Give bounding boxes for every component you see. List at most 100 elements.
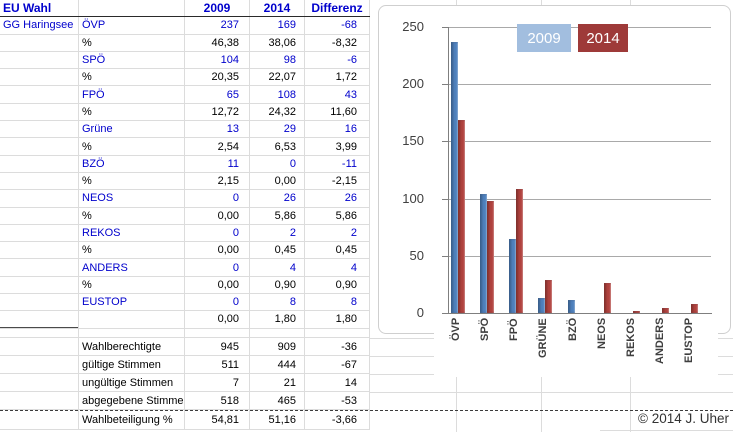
cell-a-row11[interactable] [0,207,79,224]
cell-e-row22[interactable]: -53 [305,392,370,410]
cell-e-row5[interactable]: 11,60 [305,103,370,121]
cell-c-row4[interactable]: 65 [185,86,250,103]
cell-e-row15[interactable]: 0,90 [305,276,370,294]
cell-b-row8[interactable]: BZÖ [79,155,185,172]
cell-e-row23[interactable]: -3,66 [305,410,370,429]
cell-d-row0[interactable]: 169 [250,17,305,34]
cell-b-row15[interactable]: % [79,276,185,294]
cell-c-row23[interactable]: 54,81 [185,410,250,429]
cell-e-row19[interactable]: -36 [305,338,370,356]
cell-e-row6[interactable]: 16 [305,121,370,138]
header-differenz[interactable]: Differenz [305,0,370,17]
cell-d-row11[interactable]: 5,86 [250,207,305,224]
cell-d-row10[interactable]: 26 [250,190,305,207]
cell-d-row21[interactable]: 21 [250,374,305,392]
cell-a-row2[interactable] [0,51,79,69]
cell-e-row18[interactable] [305,328,370,338]
cell-b-row2[interactable]: SPÖ [79,51,185,69]
cell-d-row17[interactable]: 1,80 [250,311,305,328]
cell-c-row21[interactable]: 7 [185,374,250,392]
cell-d-row14[interactable]: 4 [250,259,305,276]
cell-c-row20[interactable]: 511 [185,356,250,374]
cell-e-row0[interactable]: -68 [305,17,370,34]
cell-e-row21[interactable]: 14 [305,374,370,392]
cell-c-row17[interactable]: 0,00 [185,311,250,328]
cell-d-row8[interactable]: 0 [250,155,305,172]
cell-d-row12[interactable]: 2 [250,224,305,242]
cell-b-row1[interactable]: % [79,34,185,51]
cell-c-row18[interactable] [185,328,250,338]
cell-a-row4[interactable] [0,86,79,103]
legend-entry-2009[interactable]: 2009 [517,24,571,52]
cell-e-row8[interactable]: -11 [305,155,370,172]
cell-d-row4[interactable]: 108 [250,86,305,103]
cell-a-row19[interactable] [0,338,79,356]
cell-b-row21[interactable]: ungültige Stimmen [79,374,185,392]
header-2014[interactable]: 2014 [250,0,305,17]
cell-b-row6[interactable]: Grüne [79,121,185,138]
cell-c-row11[interactable]: 0,00 [185,207,250,224]
cell-d-row13[interactable]: 0,45 [250,242,305,259]
cell-a-row0[interactable]: GG Haringsee [0,17,79,34]
cell-d-row1[interactable]: 38,06 [250,34,305,51]
cell-a-row21[interactable] [0,374,79,392]
cell-e-row13[interactable]: 0,45 [305,242,370,259]
cell-e-row9[interactable]: -2,15 [305,172,370,190]
cell-e-row10[interactable]: 26 [305,190,370,207]
cell-c-row15[interactable]: 0,00 [185,276,250,294]
cell-a-row9[interactable] [0,172,79,190]
header-eu-wahl[interactable]: EU Wahl [0,0,79,17]
cell-b-row7[interactable]: % [79,138,185,155]
cell-b-row14[interactable]: ANDERS [79,259,185,276]
cell-e-row1[interactable]: -8,32 [305,34,370,51]
cell-c-row12[interactable]: 0 [185,224,250,242]
cell-a-row23[interactable] [0,410,79,429]
cell-c-row10[interactable]: 0 [185,190,250,207]
cell-c-row16[interactable]: 0 [185,294,250,311]
cell-d-row16[interactable]: 8 [250,294,305,311]
cell-e-row2[interactable]: -6 [305,51,370,69]
cell-b-row9[interactable]: % [79,172,185,190]
cell-d-row5[interactable]: 24,32 [250,103,305,121]
cell-a-row22[interactable] [0,392,79,410]
cell-b-row0[interactable]: ÖVP [79,17,185,34]
cell-c-row13[interactable]: 0,00 [185,242,250,259]
cell-a-row15[interactable] [0,276,79,294]
cell-b-row3[interactable]: % [79,69,185,86]
legend-entry-2014[interactable]: 2014 [578,24,628,52]
cell-c-row5[interactable]: 12,72 [185,103,250,121]
cell-e-row12[interactable]: 2 [305,224,370,242]
cell-b-row19[interactable]: Wahlberechtigte [79,338,185,356]
header-2009[interactable]: 2009 [185,0,250,17]
cell-b-row4[interactable]: FPÖ [79,86,185,103]
cell-b-row13[interactable]: % [79,242,185,259]
cell-b-row12[interactable]: REKOS [79,224,185,242]
cell-a-row14[interactable] [0,259,79,276]
cell-c-row6[interactable]: 13 [185,121,250,138]
cell-a-row12[interactable] [0,224,79,242]
cell-d-row7[interactable]: 6,53 [250,138,305,155]
cell-e-row14[interactable]: 4 [305,259,370,276]
cell-d-row9[interactable]: 0,00 [250,172,305,190]
cell-b-row23[interactable]: Wahlbeteiligung % [79,410,185,429]
cell-c-row3[interactable]: 20,35 [185,69,250,86]
cell-e-row7[interactable]: 3,99 [305,138,370,155]
cell-e-row11[interactable]: 5,86 [305,207,370,224]
cell-b-row10[interactable]: NEOS [79,190,185,207]
cell-e-row16[interactable]: 8 [305,294,370,311]
cell-c-row22[interactable]: 518 [185,392,250,410]
cell-b-row18[interactable] [79,328,185,338]
cell-d-row15[interactable]: 0,90 [250,276,305,294]
bar-chart[interactable] [378,5,731,334]
cell-a-row20[interactable] [0,356,79,374]
cell-d-row3[interactable]: 22,07 [250,69,305,86]
cell-a-row16[interactable] [0,294,79,311]
cell-a-row6[interactable] [0,121,79,138]
cell-d-row2[interactable]: 98 [250,51,305,69]
cell-e-row17[interactable]: 1,80 [305,311,370,328]
cell-e-row4[interactable]: 43 [305,86,370,103]
cell-b-row16[interactable]: EUSTOP [79,294,185,311]
cell-a-row13[interactable] [0,242,79,259]
cell-c-row9[interactable]: 2,15 [185,172,250,190]
cell-a-row5[interactable] [0,103,79,121]
